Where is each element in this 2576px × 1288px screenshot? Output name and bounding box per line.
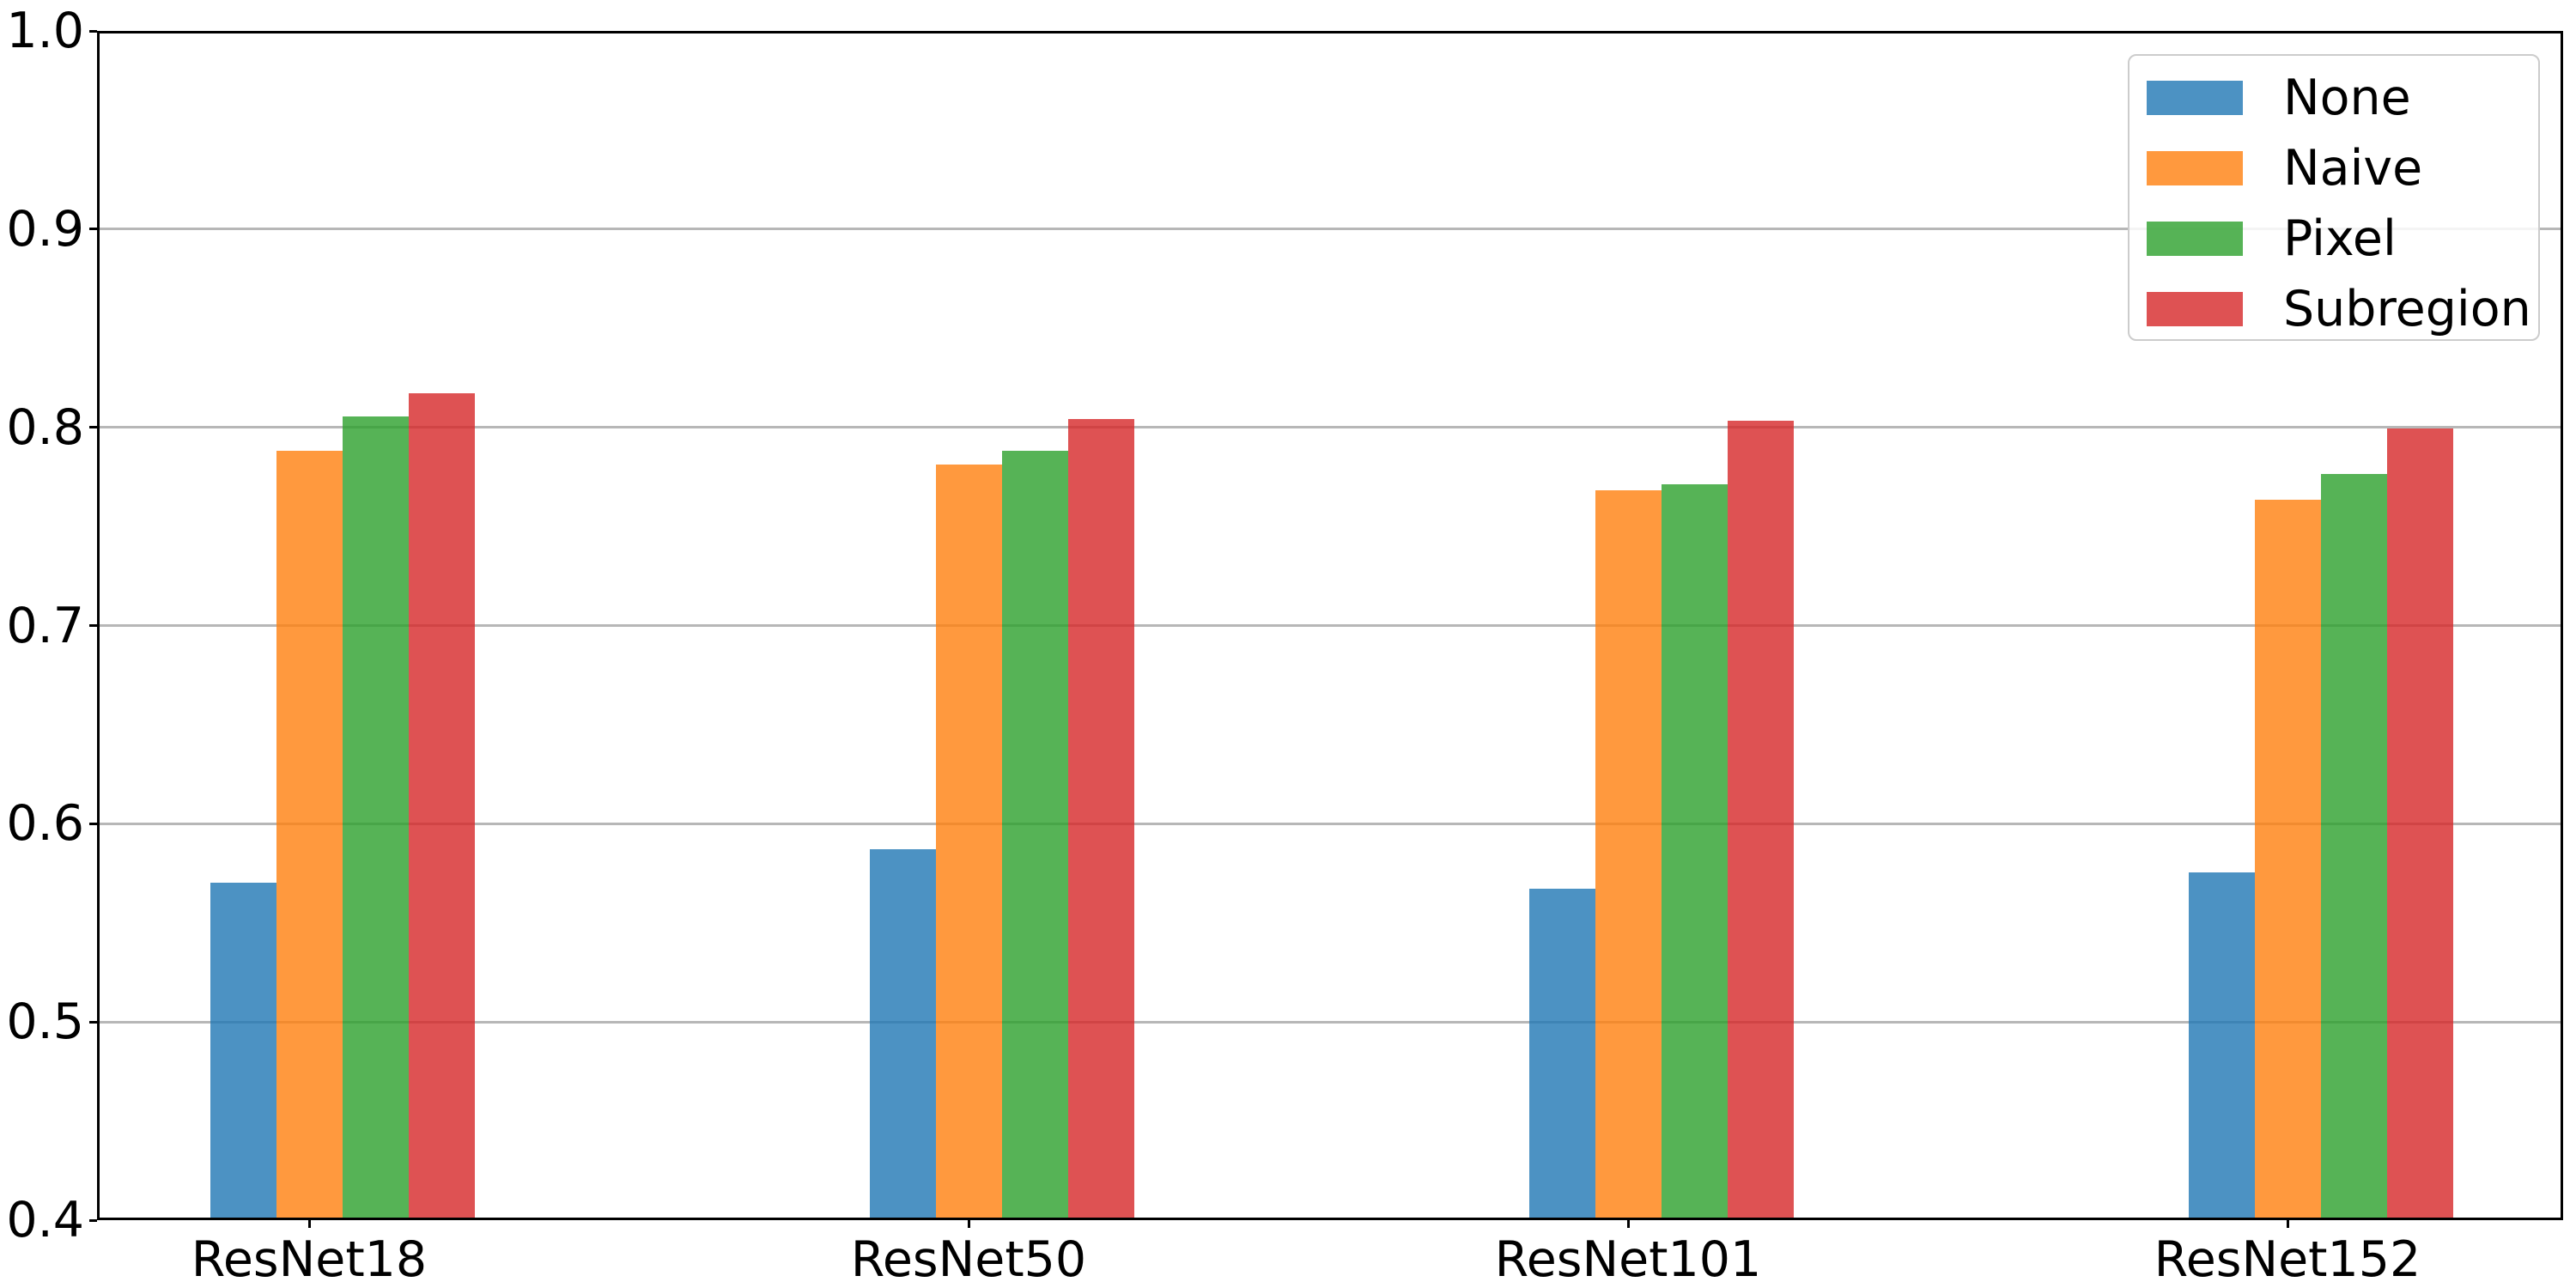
- legend-label-None: None: [2283, 70, 2411, 126]
- y-tick-label-1.0: 1.0: [6, 3, 84, 59]
- x-tick-mark: [1627, 1220, 1630, 1228]
- legend-item-None: None: [2129, 68, 2538, 128]
- y-tick-label-0.7: 0.7: [6, 598, 84, 654]
- x-tick-label-ResNet50: ResNet50: [850, 1231, 1087, 1288]
- y-tick-label-0.9: 0.9: [6, 201, 84, 258]
- x-tick-mark: [308, 1220, 311, 1228]
- y-tick-label-0.6: 0.6: [6, 795, 84, 852]
- legend-label-Subregion: Subregion: [2283, 281, 2531, 337]
- legend-swatch-Subregion: [2147, 292, 2243, 326]
- y-tick-mark: [89, 823, 97, 825]
- bar-ResNet101-Naive: [1595, 490, 1662, 1218]
- bar-ResNet50-Naive: [936, 465, 1002, 1218]
- gridline-0.8: [100, 426, 2561, 428]
- y-tick-mark: [89, 624, 97, 627]
- y-tick-mark: [89, 426, 97, 428]
- legend-label-Pixel: Pixel: [2283, 210, 2397, 267]
- legend-swatch-Pixel: [2147, 222, 2243, 256]
- x-tick-mark: [2287, 1220, 2289, 1228]
- bar-ResNet50-Subregion: [1068, 419, 1134, 1218]
- legend-item-Naive: Naive: [2129, 138, 2538, 198]
- x-tick-label-ResNet101: ResNet101: [1494, 1231, 1762, 1288]
- x-tick-label-ResNet18: ResNet18: [191, 1231, 428, 1288]
- gridline-0.5: [100, 1021, 2561, 1024]
- bar-ResNet101-None: [1529, 889, 1595, 1218]
- y-tick-label-0.4: 0.4: [6, 1192, 84, 1249]
- legend-item-Subregion: Subregion: [2129, 279, 2538, 339]
- gridline-0.7: [100, 624, 2561, 627]
- bar-ResNet18-Naive: [276, 451, 343, 1218]
- gridline-0.9: [100, 228, 2561, 230]
- bar-ResNet152-Naive: [2255, 500, 2321, 1218]
- y-tick-mark: [89, 30, 97, 33]
- legend: None Naive Pixel Subregion: [2128, 54, 2540, 341]
- bar-ResNet18-Subregion: [409, 393, 475, 1218]
- legend-swatch-Naive: [2147, 151, 2243, 185]
- legend-item-Pixel: Pixel: [2129, 209, 2538, 269]
- bar-ResNet101-Subregion: [1728, 421, 1794, 1218]
- y-tick-label-0.8: 0.8: [6, 399, 84, 456]
- bar-ResNet152-None: [2189, 872, 2255, 1218]
- y-tick-mark: [89, 228, 97, 230]
- y-tick-mark: [89, 1219, 97, 1222]
- x-tick-mark: [968, 1220, 970, 1228]
- bar-ResNet101-Pixel: [1662, 484, 1728, 1218]
- bar-ResNet50-None: [870, 849, 936, 1218]
- gridline-0.6: [100, 823, 2561, 825]
- bar-ResNet18-None: [210, 883, 276, 1218]
- bar-ResNet18-Pixel: [343, 416, 409, 1218]
- legend-label-Naive: Naive: [2283, 140, 2423, 197]
- legend-swatch-None: [2147, 81, 2243, 115]
- x-tick-label-ResNet152: ResNet152: [2154, 1231, 2421, 1288]
- y-tick-label-0.5: 0.5: [6, 993, 84, 1050]
- bar-ResNet152-Subregion: [2387, 428, 2453, 1218]
- bar-ResNet50-Pixel: [1002, 451, 1068, 1218]
- bar-ResNet152-Pixel: [2321, 474, 2387, 1218]
- y-tick-mark: [89, 1021, 97, 1024]
